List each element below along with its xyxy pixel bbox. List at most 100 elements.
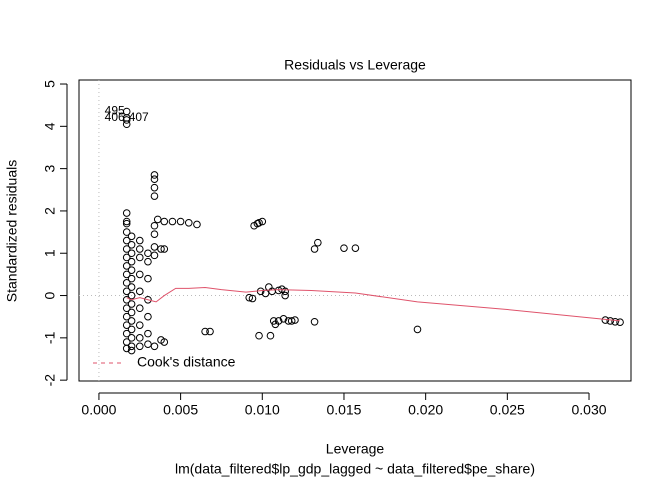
point <box>150 175 159 184</box>
point <box>127 342 136 351</box>
point <box>127 266 136 274</box>
point <box>122 344 131 353</box>
plot-box <box>78 79 632 382</box>
point <box>258 217 267 226</box>
point <box>135 304 144 313</box>
y-tick-label: -1 <box>42 331 58 344</box>
point <box>153 215 162 224</box>
point <box>616 318 624 326</box>
point <box>135 245 144 253</box>
point <box>157 245 165 253</box>
point <box>122 304 131 313</box>
point <box>274 317 283 325</box>
point <box>122 312 131 321</box>
x-tick-label: 0.015 <box>326 402 361 418</box>
point <box>184 218 193 227</box>
point <box>122 116 131 124</box>
smooth-line <box>126 287 621 322</box>
legend-label: Cook's distance <box>137 354 236 370</box>
y-tick-label: 4 <box>42 122 58 130</box>
point <box>127 325 136 334</box>
point <box>150 342 159 351</box>
point <box>122 245 131 253</box>
point <box>122 217 131 226</box>
point <box>127 334 136 342</box>
point <box>127 317 136 325</box>
point <box>206 327 214 336</box>
point <box>266 331 275 340</box>
point <box>127 346 136 355</box>
point <box>150 230 159 239</box>
point <box>135 253 144 262</box>
point <box>201 327 209 336</box>
point <box>122 219 131 228</box>
point <box>122 236 131 245</box>
point <box>150 171 159 179</box>
point <box>122 287 131 296</box>
point <box>135 270 144 279</box>
point <box>127 232 136 241</box>
point <box>144 274 152 283</box>
point <box>150 192 159 200</box>
y-tick-label: 3 <box>42 165 58 173</box>
point <box>351 244 360 252</box>
point <box>168 217 177 226</box>
point-label: 406 <box>105 110 125 124</box>
point <box>150 243 159 251</box>
x-tick-label: 0.000 <box>81 402 116 418</box>
point <box>127 300 136 308</box>
y-tick-label: -2 <box>42 374 58 387</box>
point <box>144 329 152 338</box>
point <box>135 287 144 296</box>
point <box>310 245 319 253</box>
point <box>122 253 131 262</box>
point <box>127 249 136 258</box>
point <box>287 317 296 325</box>
point <box>122 270 131 279</box>
point-label: 495 <box>105 104 125 118</box>
y-tick-label: 1 <box>42 249 58 257</box>
x-tick-label: 0.030 <box>571 402 606 418</box>
point <box>279 315 288 323</box>
point <box>144 249 152 258</box>
point <box>127 291 136 300</box>
point <box>281 287 289 296</box>
x-tick-label: 0.005 <box>163 402 198 418</box>
point <box>606 317 615 325</box>
point <box>150 251 159 260</box>
point <box>135 236 144 245</box>
point <box>314 238 322 247</box>
point <box>122 228 131 236</box>
x-tick-label: 0.020 <box>408 402 443 418</box>
point <box>122 120 131 129</box>
x-tick-label: 0.025 <box>490 402 525 418</box>
point <box>611 317 619 326</box>
point <box>144 295 152 304</box>
point <box>310 317 319 326</box>
point <box>150 183 159 192</box>
point <box>144 340 152 348</box>
point <box>122 262 131 270</box>
point <box>248 294 257 303</box>
x-axis-label: Leverage <box>326 441 385 457</box>
point <box>127 274 136 283</box>
point <box>122 209 131 217</box>
point <box>193 220 201 229</box>
point <box>135 321 144 329</box>
point-label: 407 <box>129 110 149 124</box>
point <box>144 257 152 266</box>
y-axis-label: Standardized residuals <box>4 160 20 302</box>
point <box>160 245 169 253</box>
chart-title: Residuals vs Leverage <box>284 57 426 73</box>
point <box>255 331 263 340</box>
point <box>122 279 131 287</box>
y-tick-label: 5 <box>42 80 58 88</box>
point <box>122 321 131 329</box>
point <box>127 283 136 291</box>
point <box>291 316 299 324</box>
point <box>160 217 169 226</box>
point <box>127 240 136 249</box>
point <box>122 329 131 338</box>
x-tick-label: 0.010 <box>245 402 280 418</box>
